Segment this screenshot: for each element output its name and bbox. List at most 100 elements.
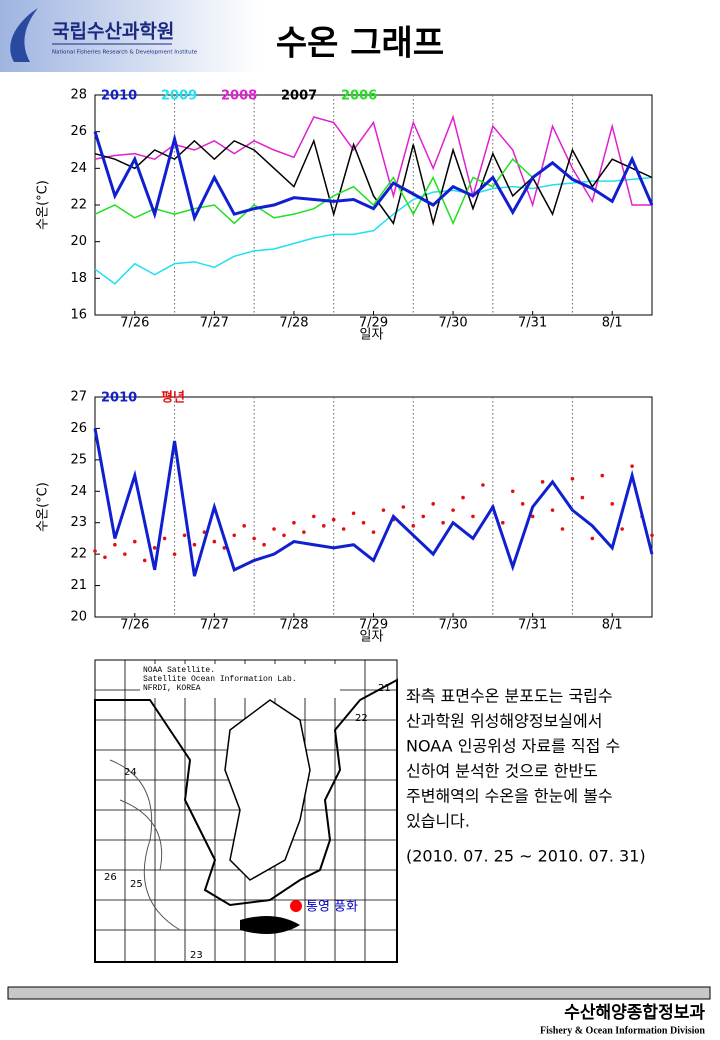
data-point — [441, 520, 445, 525]
isotherms — [109, 759, 181, 931]
data-point — [590, 536, 595, 541]
legend-label: 2006 — [341, 89, 377, 104]
data-point — [570, 476, 575, 481]
data-point — [600, 473, 605, 478]
data-point — [461, 495, 465, 500]
data-point — [560, 527, 565, 531]
data-point — [162, 536, 167, 541]
data-point — [630, 464, 634, 468]
data-point — [471, 514, 475, 519]
map-caption: Satellite Ocean Information Lab. — [143, 675, 297, 684]
org-name-en: National Fisheries Research & Developmen… — [52, 50, 198, 56]
description-line: 산과학원 위성해양정보실에서 — [406, 712, 602, 731]
header-band — [0, 0, 260, 72]
data-point — [520, 502, 525, 506]
data-point — [282, 533, 286, 538]
y-axis-label: 수온(°C) — [36, 180, 51, 230]
x-tick-label: 7/31 — [518, 316, 547, 331]
legend-label: 2007 — [281, 89, 317, 104]
y-tick-label: 24 — [70, 161, 87, 176]
series-line — [93, 428, 654, 577]
data-point — [510, 489, 515, 494]
data-point — [501, 520, 505, 525]
data-point — [212, 539, 217, 544]
station-label: 통영 풍화 — [306, 900, 358, 915]
data-point — [331, 517, 336, 522]
y-tick-label: 22 — [70, 547, 87, 562]
data-point — [451, 508, 455, 512]
legend-label: 2010 — [101, 391, 137, 406]
data-point — [421, 514, 426, 519]
data-point — [371, 530, 376, 534]
x-tick-label: 7/28 — [279, 618, 308, 633]
data-point — [620, 527, 624, 531]
data-point — [411, 524, 416, 528]
legend-label: 2008 — [221, 89, 257, 104]
data-point — [351, 511, 356, 516]
map-caption: NFRDI, KOREA — [143, 684, 201, 693]
data-point — [272, 527, 276, 531]
data-point — [132, 539, 137, 544]
x-tick-label: 8/1 — [602, 618, 623, 633]
legend-label: 평년 — [161, 390, 185, 406]
description-line: 있습니다. — [406, 812, 470, 831]
data-point — [401, 505, 406, 509]
contour-label: 22 — [355, 713, 368, 724]
data-point — [381, 508, 386, 512]
y-tick-label: 16 — [70, 308, 87, 323]
data-point — [650, 533, 654, 538]
y-tick-label: 18 — [70, 271, 87, 286]
data-point — [172, 552, 177, 556]
description-line: 주변해역의 수온을 한눈에 볼수 — [406, 787, 613, 806]
series-line — [94, 114, 652, 208]
map: NOAA Satellite. Satellite Ocean Informat… — [94, 659, 398, 963]
data-point — [123, 552, 127, 556]
x-tick-label: 7/31 — [518, 618, 547, 633]
data-point — [152, 546, 157, 550]
station-marker — [290, 900, 302, 912]
x-tick-label: 7/29 — [359, 618, 388, 633]
y-tick-label: 27 — [70, 390, 87, 405]
data-point — [540, 480, 545, 484]
data-point — [142, 558, 147, 563]
charts: 16 18 20 22 24 26 28 7/26 7/27 7/28 7/29 7/30 7/31 8/… — [36, 88, 654, 645]
x-tick-label: 7/27 — [200, 618, 229, 633]
data-point — [580, 495, 585, 500]
peninsula — [224, 699, 311, 881]
x-tick-label: 7/27 — [200, 316, 229, 331]
org-name: 국립수산과학원 — [52, 21, 174, 43]
y-tick-label: 23 — [70, 515, 87, 530]
data-point — [481, 483, 485, 487]
contour-label: 24 — [124, 767, 137, 778]
data-point — [530, 514, 535, 519]
data-point — [292, 520, 296, 525]
y-tick-label: 24 — [70, 484, 87, 499]
data-point — [262, 542, 266, 547]
x-axis-label: 일자 — [360, 630, 384, 645]
contour-label: 26 — [104, 872, 117, 883]
contour-label: 21 — [378, 683, 391, 694]
contour-label: 25 — [130, 879, 143, 890]
series-line — [94, 138, 653, 227]
data-point — [222, 546, 227, 550]
data-point — [431, 502, 435, 506]
data-point — [550, 508, 555, 512]
y-tick-label: 20 — [70, 234, 87, 249]
series-line — [93, 131, 654, 223]
caption-box — [140, 664, 340, 698]
data-point — [312, 514, 316, 519]
island — [240, 916, 300, 934]
data-point — [302, 530, 306, 534]
legend-label: 2009 — [161, 89, 197, 104]
y-tick-label: 21 — [70, 578, 87, 593]
plot-area — [94, 396, 653, 618]
x-tick-label: 8/1 — [602, 316, 623, 331]
x-tick-label: 7/28 — [279, 316, 308, 331]
description-line: 좌측 표면수온 분포도는 국립수 — [406, 687, 613, 706]
series-line — [94, 176, 653, 285]
footer-division-en: Fishery & Ocean Information Division — [540, 1025, 705, 1036]
y-tick-label: 22 — [70, 198, 87, 213]
description: 좌측 표면수온 분포도는 국립수 산과학원 위성해양정보실에서 NOAA 인공위… — [406, 687, 646, 866]
